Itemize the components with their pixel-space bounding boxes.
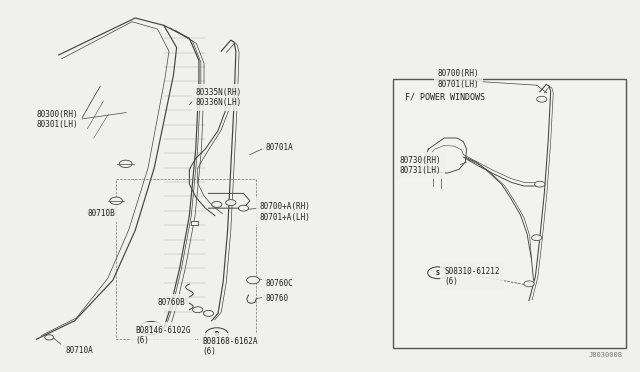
Circle shape [428, 267, 448, 279]
Text: J8030008: J8030008 [589, 352, 623, 358]
Text: B08146-6102G
(6): B08146-6102G (6) [135, 326, 191, 345]
Circle shape [109, 197, 122, 205]
Text: B: B [149, 325, 153, 331]
Circle shape [204, 310, 214, 316]
Text: S08310-61212
(6): S08310-61212 (6) [444, 267, 500, 286]
Text: F/ POWER WINDOWS: F/ POWER WINDOWS [404, 92, 484, 101]
Circle shape [212, 202, 222, 208]
Circle shape [535, 181, 545, 187]
Text: 80700+A(RH)
80701+A(LH): 80700+A(RH) 80701+A(LH) [259, 202, 310, 222]
Bar [394, 79, 626, 349]
Circle shape [140, 321, 163, 335]
Text: 80710B: 80710B [88, 209, 115, 218]
Text: B08168-6162A
(6): B08168-6162A (6) [202, 337, 258, 356]
Text: 80710A: 80710A [65, 346, 93, 355]
Circle shape [532, 235, 541, 241]
Circle shape [524, 281, 534, 287]
Text: 80300(RH)
80301(LH): 80300(RH) 80301(LH) [36, 110, 78, 129]
Circle shape [239, 205, 248, 211]
Text: 80760C: 80760C [266, 279, 294, 288]
Text: 80730(RH)
80731(LH): 80730(RH) 80731(LH) [399, 156, 441, 175]
Circle shape [226, 200, 236, 206]
Text: 80760: 80760 [266, 294, 289, 303]
Circle shape [103, 208, 116, 215]
Circle shape [205, 328, 228, 341]
Text: 80701A: 80701A [266, 143, 294, 152]
Circle shape [193, 307, 203, 312]
Circle shape [119, 160, 132, 167]
Circle shape [246, 276, 259, 284]
Text: 80760B: 80760B [157, 298, 185, 307]
Text: B: B [214, 331, 219, 337]
Circle shape [537, 96, 547, 102]
Circle shape [45, 335, 54, 340]
Text: 80700(RH)
80701(LH): 80700(RH) 80701(LH) [438, 69, 479, 89]
Text: 80335N(RH)
80336N(LH): 80335N(RH) 80336N(LH) [196, 88, 242, 107]
Text: S: S [436, 270, 440, 276]
Bar [191, 221, 198, 225]
